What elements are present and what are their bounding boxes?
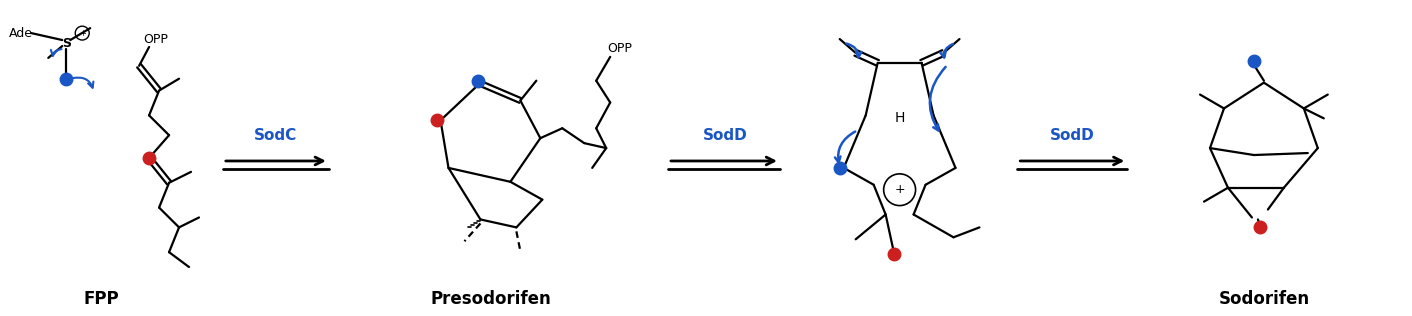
Text: +: + [79,29,86,38]
Text: SodC: SodC [254,128,298,143]
Text: Ade: Ade [10,27,34,40]
Text: Presodorifen: Presodorifen [431,290,551,308]
Text: FPP: FPP [83,290,119,308]
Text: +: + [894,183,905,196]
Text: OPP: OPP [144,33,168,46]
Text: S: S [62,37,71,50]
Text: OPP: OPP [607,42,633,56]
Text: SodD: SodD [1051,128,1094,143]
Text: Sodorifen: Sodorifen [1219,290,1309,308]
Text: SodD: SodD [703,128,747,143]
Text: H: H [894,111,905,125]
